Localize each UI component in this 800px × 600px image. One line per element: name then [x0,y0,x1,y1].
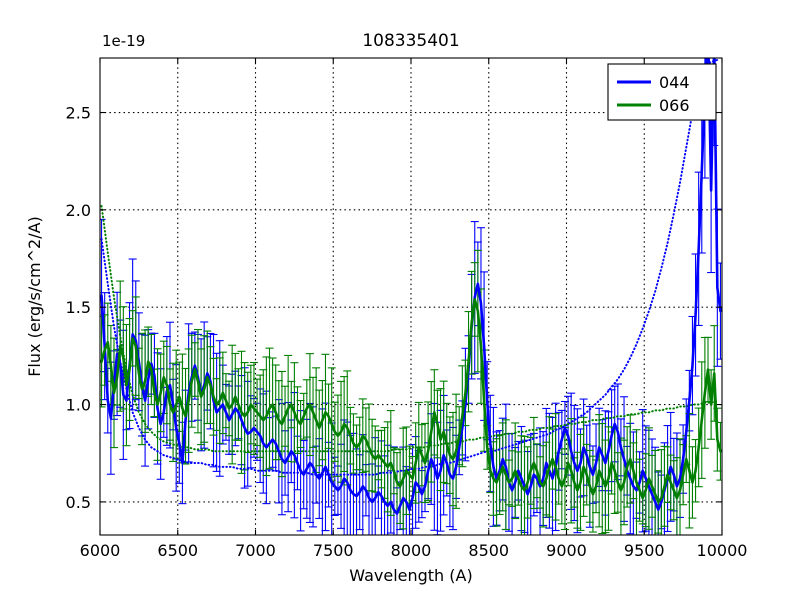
x-tick-label: 10000 [697,541,748,560]
x-tick-label: 8000 [391,541,432,560]
x-tick-label: 8500 [468,541,509,560]
legend-label-066: 066 [659,96,690,115]
x-tick-label: 7000 [235,541,276,560]
y-axis-label: Flux (erg/s/cm^2/A) [25,216,44,377]
chart-title: 108335401 [362,31,459,51]
x-tick-label: 9500 [624,541,665,560]
x-tick-label: 9000 [546,541,587,560]
x-axis-label: Wavelength (A) [349,566,472,585]
axis-ticks [99,58,723,535]
noise-curves [100,58,719,476]
y-tick-label: 2.0 [66,201,91,220]
y-tick-label: 1.5 [66,298,91,317]
legend-box [607,63,717,121]
x-tick-label: 6000 [80,541,121,560]
y-tick-label: 1.0 [66,396,91,415]
x-tick-label: 6500 [157,541,198,560]
spectrum-curves [100,58,722,515]
axis-labels: 6000 6500 7000 7500 8000 8500 9000 9500 10000 0.5… [25,31,747,585]
y-tick-label: 0.5 [66,493,91,512]
y-axis-offset-text: 1e-19 [102,32,145,50]
legend-label-044: 044 [659,73,690,92]
y-tick-label: 2.5 [66,104,91,123]
x-tick-label: 7500 [313,541,354,560]
